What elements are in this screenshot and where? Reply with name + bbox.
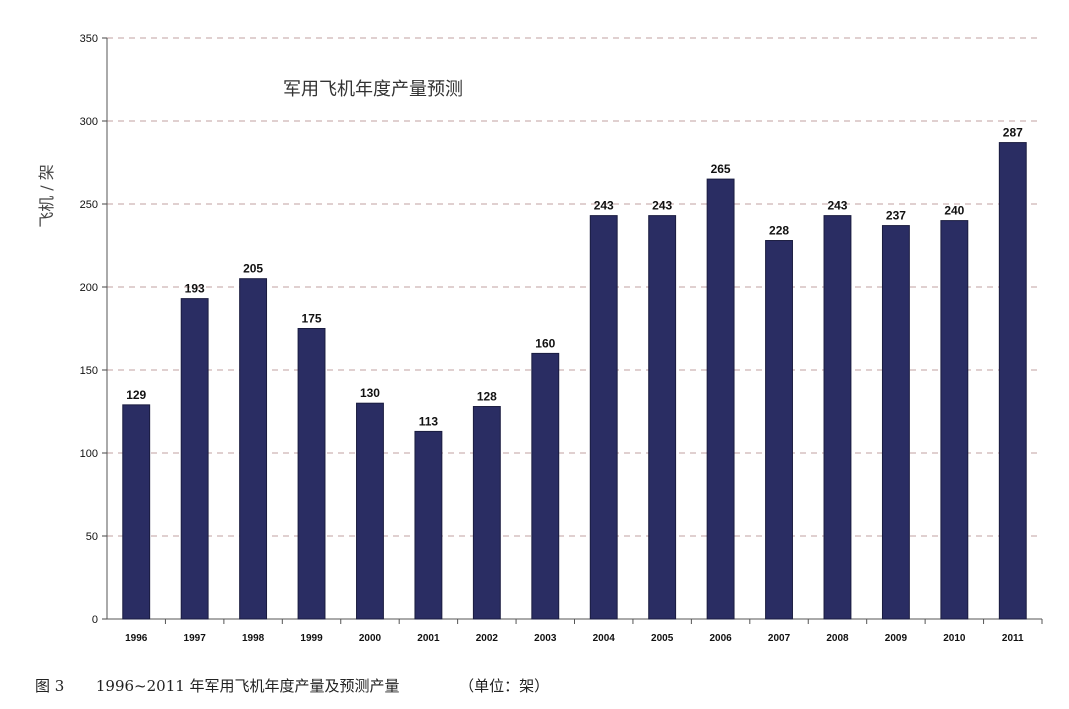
bar <box>472 406 501 620</box>
x-tick-label: 2003 <box>534 633 557 644</box>
bar-value-label: 243 <box>652 199 672 213</box>
bar <box>356 402 384 620</box>
x-tick-label: 1998 <box>242 633 265 644</box>
bar-value-label: 130 <box>360 386 380 400</box>
bar-value-label: 113 <box>419 414 439 428</box>
x-tick-label: 2005 <box>651 633 674 644</box>
bar <box>180 298 209 620</box>
bar <box>706 178 735 620</box>
x-tick-label: 1996 <box>125 633 148 644</box>
bar <box>765 240 793 620</box>
x-tick-label: 2010 <box>943 633 966 644</box>
bar-value-label: 193 <box>185 282 205 296</box>
bar-value-label: 237 <box>886 209 906 223</box>
y-tick-label: 350 <box>80 33 98 45</box>
y-tick-label: 150 <box>80 365 98 377</box>
bar-value-label: 205 <box>243 262 263 276</box>
bar <box>122 404 151 620</box>
bar-value-label: 175 <box>302 312 322 326</box>
bar-value-label: 287 <box>1003 126 1023 140</box>
x-tick-label: 2001 <box>417 633 440 644</box>
x-tick-label: 2008 <box>826 633 849 644</box>
bar-value-label: 128 <box>477 390 497 404</box>
bar <box>297 328 326 620</box>
bar <box>881 225 910 620</box>
y-axis-label: 飞机 / 架 <box>37 164 56 228</box>
y-tick-label: 100 <box>80 448 98 460</box>
figure-caption: 图 3 1996~2011 年军用飞机年度产量及预测产量 （单位：架） <box>35 674 549 698</box>
bar-value-label: 228 <box>769 224 789 238</box>
bar-value-label: 160 <box>535 336 555 350</box>
caption-figure-number: 图 3 <box>35 677 65 695</box>
x-tick-label: 2007 <box>768 633 791 644</box>
bar <box>823 215 852 620</box>
bar <box>648 215 677 620</box>
x-tick-label: 2011 <box>1002 633 1024 644</box>
bar-value-label: 129 <box>126 388 146 402</box>
x-tick-label: 2009 <box>885 633 908 644</box>
y-tick-label: 200 <box>80 282 98 294</box>
x-tick-label: 2006 <box>709 633 732 644</box>
y-tick-label: 250 <box>80 199 98 211</box>
bar <box>531 352 560 620</box>
bar-value-label: 240 <box>944 204 964 218</box>
x-tick-label: 2000 <box>359 633 382 644</box>
x-tick-label: 2004 <box>593 633 616 644</box>
bar <box>414 430 443 620</box>
bar-value-label: 265 <box>711 162 731 176</box>
bar-value-label: 243 <box>594 199 614 213</box>
bar <box>998 142 1027 620</box>
chart-title: 军用飞机年度产量预测 <box>228 70 518 110</box>
x-tick-label: 2002 <box>476 633 499 644</box>
y-tick-label: 300 <box>80 116 98 128</box>
y-tick-label: 50 <box>86 531 98 543</box>
caption-text: 1996~2011 年军用飞机年度产量及预测产量 <box>95 677 400 695</box>
y-tick-label: 0 <box>92 614 98 626</box>
x-tick-label: 1997 <box>184 633 207 644</box>
x-tick-label: 1999 <box>300 633 323 644</box>
caption-unit: （单位：架） <box>459 677 550 695</box>
bar <box>239 278 268 620</box>
bar <box>589 215 618 620</box>
bar <box>940 220 969 620</box>
bar-value-label: 243 <box>827 199 847 213</box>
